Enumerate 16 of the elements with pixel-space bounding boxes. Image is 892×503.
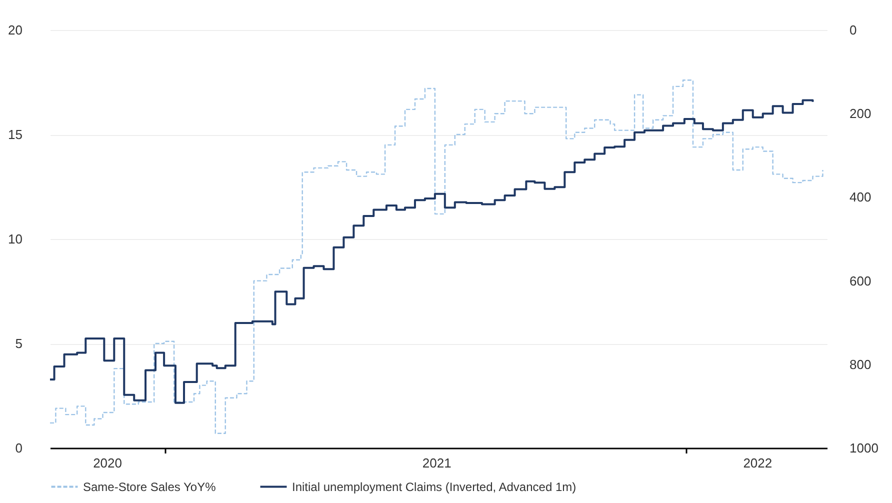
legend-label: Initial unemployment Claims (Inverted, Advanced 1m) <box>292 480 576 494</box>
x-tick-label: 2021 <box>422 456 452 470</box>
y-tick-label: 20 <box>8 22 22 38</box>
y-tick-label: 15 <box>8 127 22 142</box>
x-tick-label: 2020 <box>93 456 122 470</box>
y2-tick-label: 400 <box>850 190 872 205</box>
x-tick-label: 2022 <box>743 456 772 470</box>
y-tick-label: 0 <box>15 440 22 456</box>
y-tick-label: 5 <box>15 336 22 351</box>
legend-label: Same-Store Sales YoY% <box>83 480 216 494</box>
y-tick-label: 10 <box>8 232 22 246</box>
y2-tick-label: 1000 <box>850 440 878 456</box>
y2-tick-label: 200 <box>850 106 872 122</box>
y2-tick-label: 0 <box>850 22 857 38</box>
y2-tick-label: 600 <box>850 273 872 288</box>
y2-tick-label: 800 <box>850 356 872 372</box>
